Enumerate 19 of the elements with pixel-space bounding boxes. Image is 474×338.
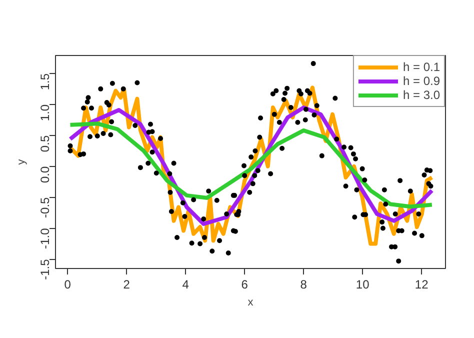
x-tick-label: 12 <box>414 278 429 292</box>
y-tick-label: -0.5 <box>38 196 52 218</box>
x-tick-label: 2 <box>123 278 130 292</box>
x-tick-label: 10 <box>356 278 370 292</box>
legend-label: h = 3.0 <box>402 88 440 102</box>
y-tick-label: 1.0 <box>38 104 52 122</box>
x-axis-title: x <box>248 296 254 308</box>
x-tick-label: 0 <box>64 278 72 292</box>
x-tick-label: 8 <box>300 278 308 292</box>
x-tick-label: 6 <box>241 278 248 292</box>
y-tick-label: -1.0 <box>38 228 52 249</box>
y-tick-label: 0.0 <box>38 166 52 184</box>
y-axis-title: y <box>16 158 28 165</box>
legend-label: h = 0.9 <box>402 74 440 88</box>
y-tick-label: 1.5 <box>38 73 52 90</box>
legend-label: h = 0.1 <box>402 60 440 74</box>
x-tick-label: 4 <box>182 278 190 292</box>
y-tick-label: 0.5 <box>38 135 52 152</box>
y-tick-label: -1.5 <box>38 258 52 280</box>
